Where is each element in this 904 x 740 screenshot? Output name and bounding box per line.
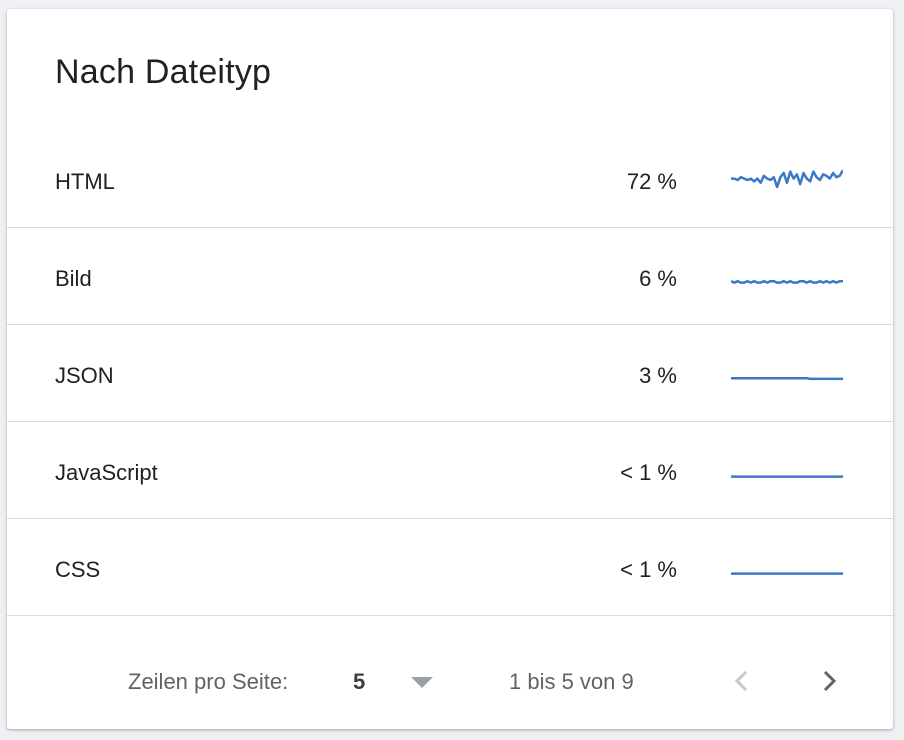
sparkline-series — [731, 376, 843, 381]
previous-page-button[interactable] — [724, 663, 760, 699]
next-page-button[interactable] — [811, 663, 847, 699]
row-sparkline — [731, 475, 843, 478]
row-percentage: < 1 % — [620, 460, 677, 485]
file-type-table: HTML 72 % Bild 6 % JSON 3 % JavaScript <… — [7, 131, 893, 616]
row-label: HTML — [55, 169, 115, 194]
row-percentage: < 1 % — [620, 557, 677, 582]
pagination-range: 1 bis 5 von 9 — [509, 669, 634, 694]
row-label: JavaScript — [55, 460, 158, 485]
rows-per-page-select[interactable]: 5 — [353, 669, 366, 694]
row-sparkline — [731, 279, 843, 284]
row-label: CSS — [55, 557, 101, 582]
sparkline-series — [731, 279, 843, 284]
table-row[interactable]: JavaScript < 1 % — [7, 422, 893, 519]
sparkline-series — [731, 169, 843, 189]
rows-per-page-label: Zeilen pro Seite: — [128, 669, 289, 694]
chevron-left-icon — [734, 670, 748, 692]
row-sparkline — [731, 572, 843, 575]
table-row[interactable]: CSS < 1 % — [7, 519, 893, 616]
row-percentage: 6 % — [639, 266, 677, 291]
table-row[interactable]: JSON 3 % — [7, 325, 893, 422]
chevron-right-icon — [823, 670, 837, 692]
pagination-footer: Zeilen pro Seite: 5 1 bis 5 von 9 — [7, 617, 893, 729]
row-percentage: 72 % — [626, 169, 677, 194]
table-row[interactable]: Bild 6 % — [7, 228, 893, 325]
row-label: JSON — [55, 363, 114, 388]
row-sparkline — [731, 376, 843, 381]
dropdown-caret-icon[interactable] — [411, 677, 433, 688]
card-title: Nach Dateityp — [55, 53, 272, 91]
row-sparkline — [731, 169, 843, 189]
table-row[interactable]: HTML 72 % — [7, 131, 893, 228]
row-percentage: 3 % — [639, 363, 677, 388]
file-type-card: Nach Dateityp HTML 72 % Bild 6 % JSON 3 … — [7, 9, 893, 729]
row-label: Bild — [55, 266, 92, 291]
